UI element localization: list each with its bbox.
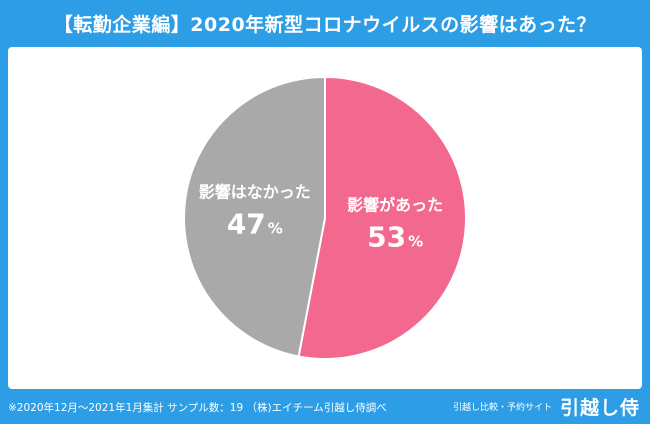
brand-logo: 引越し比較・予約サイト 引越し侍 bbox=[453, 392, 640, 420]
brand-tagline: 引越し比較・予約サイト bbox=[452, 402, 552, 413]
slice-not-affected bbox=[183, 75, 326, 358]
chart-title: 【転勤企業編】2020年新型コロナウイルスの影響はあった？ bbox=[53, 13, 597, 36]
pie-chart: 影響があった 53 % 影響はなかった 47% bbox=[183, 75, 467, 360]
slice-affected-value: 53% bbox=[367, 221, 423, 254]
slice-not-affected-value: 47% bbox=[227, 207, 283, 240]
slice-affected-label: 影響があった bbox=[347, 196, 443, 215]
chart-panel: 影響があった 53% 影響はなかった 47% bbox=[8, 47, 642, 389]
brand-name: 引越し侍 bbox=[559, 396, 640, 419]
slice-affected bbox=[297, 75, 467, 360]
footer-note: ※2020年12月～2021年1月集計 サンプル数：19 （株)エイチーム引越し… bbox=[8, 401, 387, 414]
slice-not-affected-label: 影響はなかった bbox=[199, 182, 311, 201]
